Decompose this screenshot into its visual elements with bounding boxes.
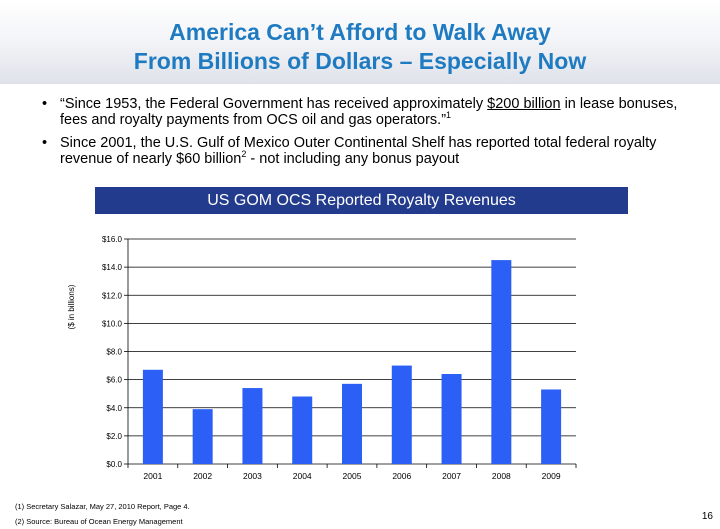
y-tick-label: $8.0 bbox=[106, 348, 122, 357]
y-tick-label: $12.0 bbox=[102, 291, 123, 300]
x-tick-label: 2003 bbox=[243, 471, 262, 481]
footnote-ref: 2 bbox=[241, 149, 247, 159]
slide-title: America Can’t Afford to Walk Away From B… bbox=[0, 18, 720, 76]
bar-2004 bbox=[292, 396, 313, 464]
title-line-1: America Can’t Afford to Walk Away bbox=[169, 19, 551, 45]
y-tick-label: $2.0 bbox=[106, 432, 122, 441]
y-axis-label: ($ in billions) bbox=[67, 284, 76, 330]
x-tick-label: 2008 bbox=[492, 471, 511, 481]
y-tick-label: $10.0 bbox=[102, 319, 123, 328]
footnotes: (1) Secretary Salazar, May 27, 2010 Repo… bbox=[15, 499, 190, 529]
x-tick-label: 2009 bbox=[542, 471, 561, 481]
bullet-text-end: - not including any bonus payout bbox=[246, 151, 460, 167]
bar-2003 bbox=[242, 388, 263, 464]
bullet-highlight: $200 billion bbox=[487, 96, 561, 112]
title-band bbox=[0, 0, 720, 84]
x-tick-label: 2004 bbox=[293, 471, 312, 481]
bar-2002 bbox=[192, 409, 213, 464]
bullet-item-2: • Since 2001, the U.S. Gulf of Mexico Ou… bbox=[40, 135, 690, 167]
bullet-dot: • bbox=[42, 135, 48, 151]
bar-2005 bbox=[342, 383, 362, 464]
chart-title: US GOM OCS Reported Royalty Revenues bbox=[95, 187, 628, 214]
y-tick-label: $4.0 bbox=[106, 404, 122, 413]
footnote-1: (1) Secretary Salazar, May 27, 2010 Repo… bbox=[15, 502, 190, 511]
bullet-text: Since 2001, the U.S. Gulf of Mexico Oute… bbox=[60, 135, 657, 167]
footnote-2: (2) Source: Bureau of Ocean Energy Manag… bbox=[15, 517, 183, 526]
bar-2006 bbox=[391, 365, 412, 464]
x-tick-label: 2002 bbox=[193, 471, 212, 481]
x-tick-label: 2006 bbox=[392, 471, 411, 481]
title-line-2: From Billions of Dollars – Especially No… bbox=[133, 48, 587, 74]
x-tick-label: 2001 bbox=[143, 471, 162, 481]
bullet-text: “Since 1953, the Federal Government has … bbox=[60, 96, 488, 112]
page-number: 16 bbox=[701, 511, 713, 522]
bullet-dot: • bbox=[42, 96, 48, 112]
x-tick-label: 2007 bbox=[442, 471, 461, 481]
bullet-text-end: in lease bonuses, fees and royalty payme… bbox=[60, 96, 678, 128]
bullet-item-1: • “Since 1953, the Federal Government ha… bbox=[40, 96, 690, 128]
y-tick-label: $6.0 bbox=[106, 376, 122, 385]
y-tick-label: $14.0 bbox=[102, 263, 123, 272]
bar-2001 bbox=[142, 369, 163, 464]
x-tick-label: 2005 bbox=[343, 471, 362, 481]
bar-2007 bbox=[441, 374, 462, 464]
bullet-list: • “Since 1953, the Federal Government ha… bbox=[40, 96, 690, 174]
bar-2009 bbox=[541, 389, 562, 464]
y-tick-label: $16.0 bbox=[102, 235, 123, 244]
y-tick-label: $0.0 bbox=[106, 460, 122, 469]
bar-2008 bbox=[491, 260, 512, 464]
footnote-ref: 1 bbox=[446, 110, 452, 120]
